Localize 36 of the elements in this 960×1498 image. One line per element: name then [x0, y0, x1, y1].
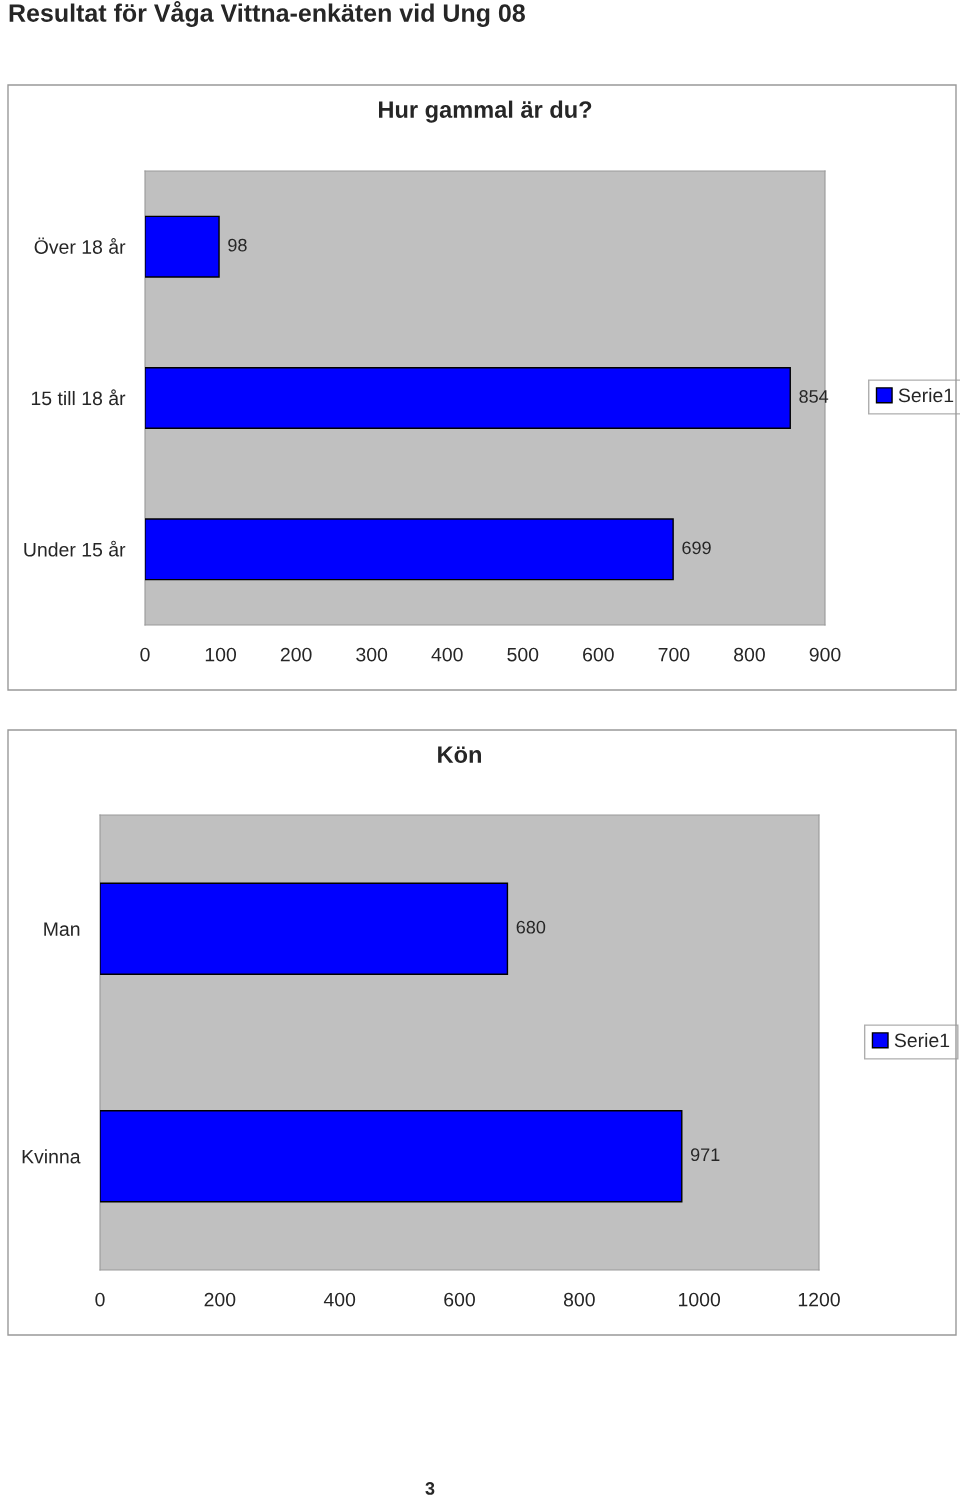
bar — [145, 215, 220, 278]
data-label: 98 — [228, 238, 247, 252]
x-tick-label: 300 — [356, 647, 388, 662]
data-label: 699 — [682, 541, 711, 555]
legend-label: Serie1 — [898, 387, 954, 403]
y-tick-label: Över 18 år — [34, 237, 126, 254]
x-tick-label: 700 — [658, 647, 690, 662]
bar — [145, 367, 791, 429]
text: Resultat för Våga Vittna-enkäten vid Ung 08 — [9, 1, 525, 27]
data-label: 854 — [799, 390, 829, 403]
x-tick-label: 800 — [563, 1292, 595, 1307]
legend-label: Serie1 — [894, 1032, 950, 1048]
x-tick-label: 0 — [140, 647, 150, 662]
chart-title: Kön — [438, 746, 481, 763]
x-tick-label: 1000 — [679, 1292, 721, 1307]
x-tick-label: 600 — [444, 1292, 475, 1307]
y-tick-label: Man — [44, 922, 80, 936]
text: 3 — [425, 1482, 435, 1495]
x-tick-label: 800 — [734, 647, 765, 662]
x-tick-label: 100 — [205, 647, 237, 662]
y-tick-label: Under 15 år — [24, 540, 126, 557]
x-tick-label: 600 — [583, 647, 614, 662]
bar — [145, 518, 674, 581]
data-label: 971 — [690, 1148, 720, 1162]
x-tick-label: 1200 — [798, 1292, 840, 1307]
y-tick-label: Kvinna — [22, 1149, 81, 1164]
data-label: 680 — [516, 920, 546, 934]
x-tick-label: 200 — [204, 1292, 236, 1307]
x-tick-label: 200 — [280, 647, 312, 662]
y-tick-label: 15 till 18 år — [31, 389, 126, 406]
x-tick-label: 900 — [809, 647, 841, 662]
x-tick-label: 400 — [323, 1292, 356, 1307]
x-tick-label: 400 — [431, 647, 463, 662]
x-tick-label: 0 — [95, 1292, 105, 1307]
x-tick-label: 500 — [507, 647, 539, 662]
chart-title: Hur gammal är du? — [379, 100, 592, 123]
